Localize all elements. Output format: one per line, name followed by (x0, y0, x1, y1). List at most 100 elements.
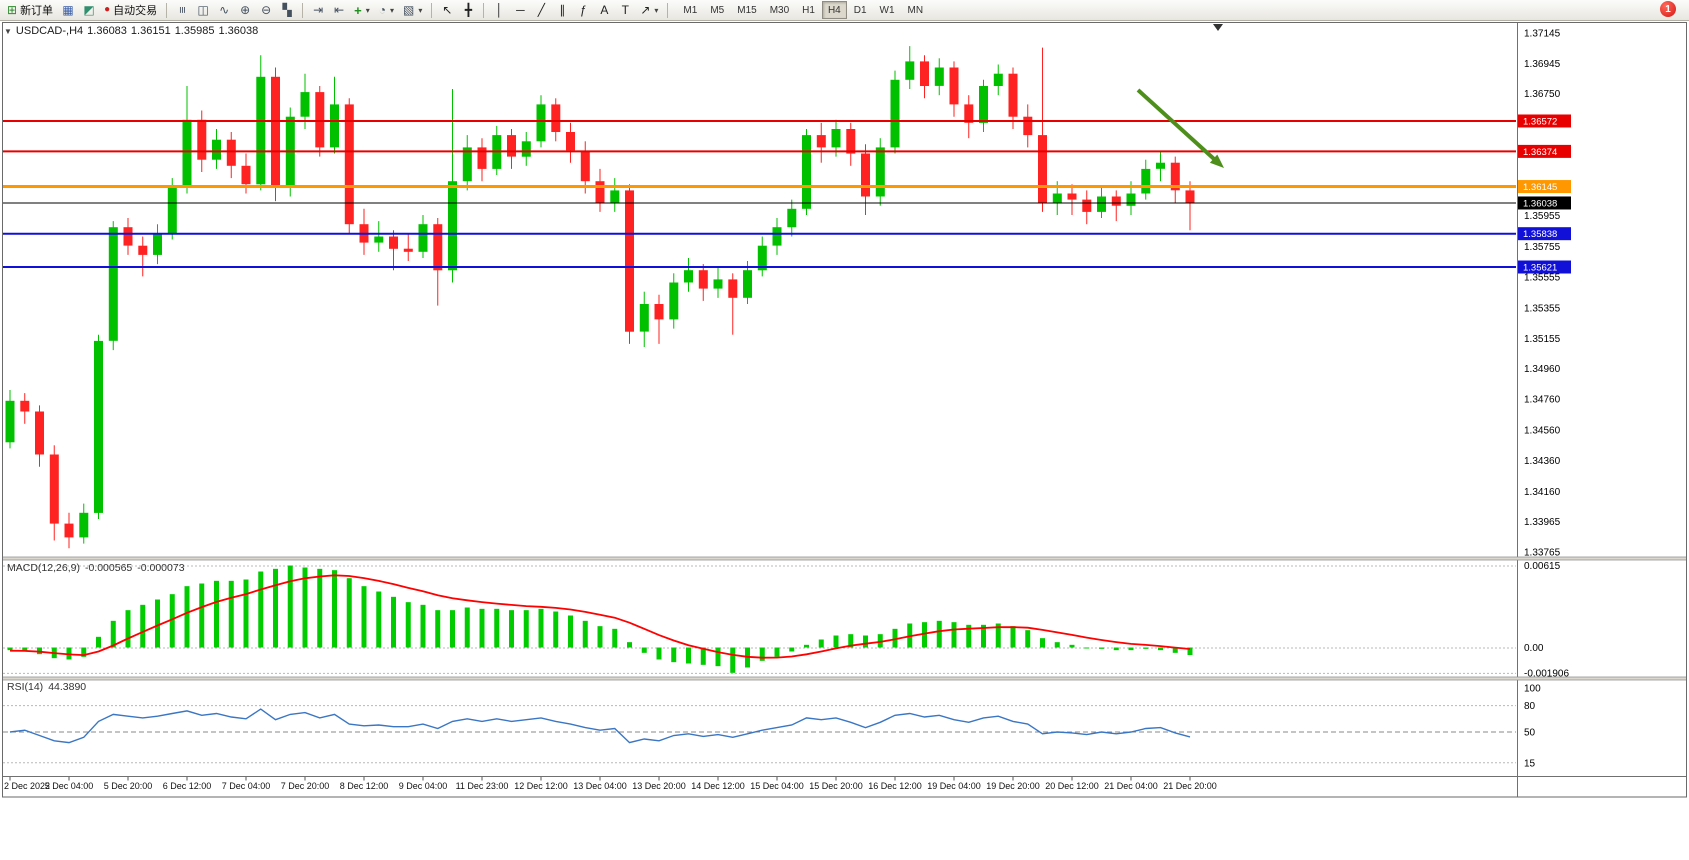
chart-shift-marker[interactable] (1213, 24, 1223, 31)
time-axis-label: 15 Dec 20:00 (809, 781, 863, 791)
candle-body (949, 67, 959, 105)
candle-body (5, 400, 15, 443)
candle-body (315, 92, 325, 148)
price-axis-label: 1.34160 (1524, 487, 1561, 498)
period-button-M30[interactable]: M30 (764, 1, 795, 19)
label-tool-button[interactable]: T (615, 1, 635, 20)
macd-bar (494, 608, 500, 648)
tile-windows-button[interactable]: ▚ (277, 1, 297, 20)
candle-body (566, 132, 575, 151)
rsi-axis-label: 50 (1524, 728, 1536, 739)
macd-axis-label: 0.00615 (1524, 561, 1561, 572)
vertical-line-button[interactable]: │ (489, 1, 509, 20)
time-axis-label: 13 Dec 04:00 (573, 781, 627, 791)
time-axis-label: 13 Dec 20:00 (632, 781, 686, 791)
period-button-MN[interactable]: MN (902, 1, 930, 19)
macd-bar (81, 647, 87, 657)
macd-bar (464, 607, 470, 648)
arrows-menu-button[interactable]: ↗ ▾ (636, 1, 662, 20)
time-axis-label: 2 Dec 2022 (4, 781, 50, 791)
price-axis-label: 1.33965 (1524, 517, 1561, 528)
period-button-W1[interactable]: W1 (874, 1, 901, 19)
cursor-button[interactable]: ↖ (437, 1, 457, 20)
period-button-H1[interactable]: H1 (796, 1, 821, 19)
period-button-M15[interactable]: M15 (731, 1, 762, 19)
time-axis-label: 21 Dec 04:00 (1104, 781, 1158, 791)
period-button-M1[interactable]: M1 (677, 1, 703, 19)
macd-bar (597, 626, 603, 648)
crosshair-button[interactable]: ╋ (458, 1, 478, 20)
templates-button[interactable]: ▧ ▾ (399, 1, 426, 20)
panel-splitter[interactable] (2, 556, 1687, 561)
candle-body (875, 147, 885, 197)
time-axis-label: 20 Dec 12:00 (1045, 781, 1099, 791)
candle-body (197, 119, 207, 160)
macd-bar (169, 594, 175, 648)
panel-splitter[interactable] (2, 676, 1687, 681)
navigator-icon: ◩ (83, 3, 95, 17)
autotrading-label: 自动交易 (113, 5, 158, 17)
macd-bar (538, 608, 544, 648)
chart-frame (2, 22, 1687, 798)
navigator-button[interactable]: ◩ (79, 1, 99, 20)
ohlc-high: 1.36151 (130, 25, 171, 37)
macd-bar (1010, 626, 1016, 648)
indicators-button[interactable]: + ▾ (350, 1, 374, 20)
candle-body (271, 76, 280, 188)
arrow-tool-icon: ↗ (640, 3, 651, 17)
fibonacci-button[interactable]: ƒ (573, 1, 593, 20)
auto-scroll-button[interactable]: ⇥ (308, 1, 328, 20)
horizontal-line-button[interactable]: ─ (510, 1, 530, 20)
candlestick-button[interactable]: ◫ (193, 1, 213, 20)
candle-body (94, 340, 103, 513)
trendline-button[interactable]: ╱ (531, 1, 551, 20)
text-tool-button[interactable]: A (594, 1, 614, 20)
trend-arrow-object[interactable] (1136, 88, 1221, 166)
time-axis-label: 9 Dec 04:00 (399, 781, 448, 791)
candle-body (507, 135, 516, 157)
macd-signal-line (9, 574, 1191, 659)
market-watch-button[interactable]: ▦ (58, 1, 78, 20)
label-tool-icon: T (621, 3, 630, 17)
candle-body (418, 224, 428, 252)
price-badge-label: 1.35838 (1523, 229, 1557, 240)
period-button-D1[interactable]: D1 (848, 1, 873, 19)
price-axis-label: 1.33765 (1524, 547, 1561, 558)
macd-bar (1054, 642, 1060, 648)
zoom-in-button[interactable]: ⊕ (235, 1, 255, 20)
chart-shift-button[interactable]: ⇤ (329, 1, 349, 20)
candle-body (1141, 168, 1151, 194)
macd-bar (110, 620, 116, 648)
bar-chart-button[interactable]: ≡ (172, 1, 192, 20)
text-tool-icon: A (600, 3, 609, 17)
candle-body (920, 61, 929, 86)
autotrading-icon: ● (104, 4, 111, 15)
macd-bar (1128, 647, 1134, 651)
line-chart-button[interactable]: ∿ (214, 1, 234, 20)
candle-body (580, 150, 590, 182)
candle-body (669, 282, 679, 320)
one-click-trading-toggle[interactable]: ▼ (4, 27, 12, 36)
candle-body (654, 304, 664, 320)
new-order-icon: ⊞ (7, 3, 18, 17)
period-button-H4[interactable]: H4 (821, 1, 847, 19)
notification-badge[interactable]: 1 (1660, 1, 1676, 17)
macd-bar (509, 610, 514, 648)
price-badge (1518, 144, 1571, 158)
chart-canvas[interactable]: 1.37145 1.36945 1.36750 1.35955 1.35755 1.355… (0, 0, 1689, 800)
channel-button[interactable]: ∥ (552, 1, 572, 20)
time-axis-label: 7 Dec 20:00 (281, 781, 330, 791)
candle-body (20, 400, 30, 412)
price-badge-label: 1.36572 (1523, 116, 1557, 127)
time-axis-label: 7 Dec 04:00 (222, 781, 271, 791)
zoom-out-button[interactable]: ⊖ (256, 1, 276, 20)
macd-bar (627, 642, 632, 648)
new-order-button[interactable]: ⊞ 新订单 (3, 1, 57, 20)
macd-bar (1143, 647, 1149, 649)
candle-body (684, 270, 693, 283)
macd-bar (7, 647, 13, 651)
autotrading-button[interactable]: ● 自动交易 (100, 1, 161, 20)
periods-menu-button[interactable]: ◔ ▾ (375, 1, 398, 20)
period-button-M5[interactable]: M5 (704, 1, 730, 19)
candle-body (182, 119, 192, 188)
